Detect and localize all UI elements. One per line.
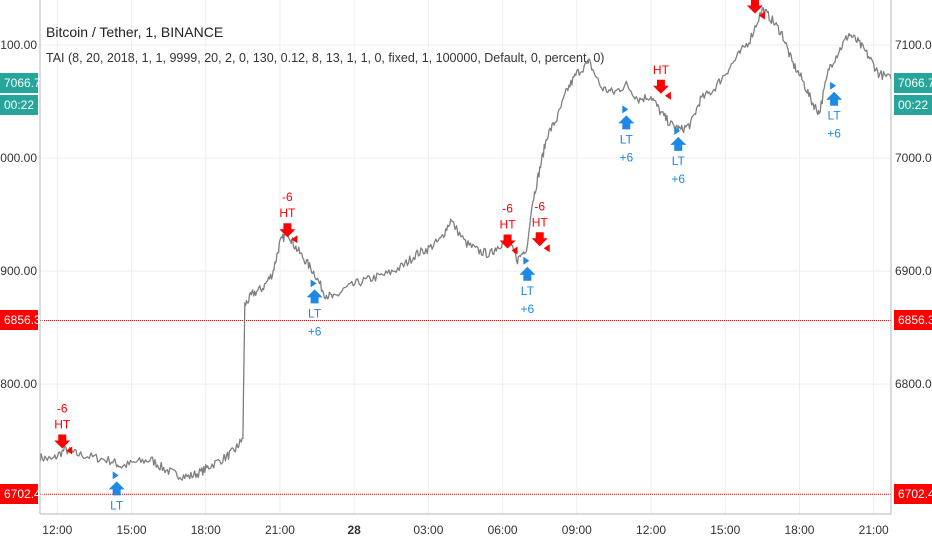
signal-value: -6 xyxy=(502,202,513,216)
signal-label: HT xyxy=(54,417,71,431)
signal-label: LT xyxy=(308,306,322,320)
indicator-legend[interactable]: TAI (8, 20, 2018, 1, 1, 9999, 20, 2, 0, … xyxy=(46,51,605,65)
signal-value: +6 xyxy=(308,324,322,338)
axis-layer: 6800.00 6800.00 6900.00 6900.00 7000.00 7000.… xyxy=(0,0,932,537)
signal-label: HT xyxy=(279,206,296,220)
high-top-signal: HT xyxy=(746,0,765,20)
right-countdown-badge: 00:22 xyxy=(894,94,932,115)
up-arrow-icon xyxy=(519,266,536,281)
low-top-signal: LT +6 xyxy=(670,126,687,186)
low-top-signal: LT +6 xyxy=(826,81,843,141)
left-triangle-icon xyxy=(291,235,298,244)
signal-value: +6 xyxy=(619,150,633,164)
x-tick-label: 15:00 xyxy=(117,523,147,537)
signals-layer: HT -6 LT HT -6 LT +6 HT -6 LT +6 HT -6 HT LT +6 LT +6 HT LT… xyxy=(54,0,843,512)
low-top-signal: LT +6 xyxy=(306,279,323,338)
left-triangle-icon xyxy=(66,446,73,455)
left-current-price-badge: 7066.73 xyxy=(0,72,47,93)
left-triangle-icon xyxy=(511,246,518,255)
x-tick-label: 09:00 xyxy=(562,523,592,537)
left-countdown-badge: 00:22 xyxy=(0,94,38,115)
down-arrow-icon xyxy=(499,234,516,249)
down-arrow-icon xyxy=(279,223,296,238)
down-arrow-icon xyxy=(531,232,548,247)
up-arrow-icon xyxy=(108,481,125,496)
signal-value: +6 xyxy=(671,172,685,186)
left-level-badge-1: 6856.34 xyxy=(0,310,47,331)
y-tick-label-right: 7100.00 xyxy=(895,38,932,52)
signal-label: LT xyxy=(672,154,686,168)
down-arrow-icon xyxy=(54,434,71,449)
right-level-badge-1: 6856.34 xyxy=(894,310,932,331)
right-triangle-icon xyxy=(310,279,317,288)
left-triangle-icon xyxy=(543,244,550,253)
up-arrow-icon xyxy=(306,289,323,304)
x-tick-label: 21:00 xyxy=(859,523,889,537)
signal-label: LT xyxy=(620,132,634,146)
y-tick-label-right: 6800.00 xyxy=(895,377,932,391)
x-tick-label: 06:00 xyxy=(488,523,518,537)
right-triangle-icon xyxy=(523,256,530,265)
x-tick-label: 12:00 xyxy=(42,523,72,537)
signal-label: LT xyxy=(828,109,842,123)
left-level-badge-2: 6702.44 xyxy=(0,484,47,505)
y-tick-label-left: 7000.00 xyxy=(0,151,37,165)
signal-label: HT xyxy=(653,63,670,77)
x-tick-label: 03:00 xyxy=(413,523,443,537)
high-top-signal: HT -6 xyxy=(499,202,518,255)
y-tick-label-left: 6800.00 xyxy=(0,377,37,391)
up-arrow-icon xyxy=(670,136,687,151)
signal-label: LT xyxy=(110,498,124,512)
high-top-signal: HT -6 xyxy=(531,199,550,253)
signal-value: +6 xyxy=(521,302,535,316)
right-triangle-icon xyxy=(830,81,837,90)
series-layer xyxy=(39,7,892,481)
y-tick-label-right: 6900.00 xyxy=(895,264,932,278)
y-tick-label-left: 6900.00 xyxy=(0,264,37,278)
right-triangle-icon xyxy=(622,105,629,114)
right-triangle-icon xyxy=(674,126,681,135)
x-tick-label: 21:00 xyxy=(265,523,295,537)
signal-label: LT xyxy=(521,284,535,298)
signal-value: -6 xyxy=(57,401,68,415)
high-top-signal: HT xyxy=(652,63,671,100)
right-triangle-icon xyxy=(112,471,119,480)
left-triangle-icon xyxy=(664,91,671,100)
right-level-badge-2: 6702.44 xyxy=(894,484,932,505)
signal-value: -6 xyxy=(534,199,545,213)
signal-value: +6 xyxy=(827,127,841,141)
down-arrow-icon xyxy=(746,0,763,14)
symbol-title[interactable]: Bitcoin / Tether, 1, BINANCE xyxy=(46,24,224,40)
x-tick-label: 18:00 xyxy=(191,523,221,537)
down-arrow-icon xyxy=(652,79,669,94)
left-triangle-icon xyxy=(758,11,765,20)
x-tick-label: 18:00 xyxy=(784,523,814,537)
x-tick-label: 15:00 xyxy=(710,523,740,537)
y-tick-label-left: 7100.00 xyxy=(0,38,37,52)
y-tick-label-right: 7000.00 xyxy=(895,151,932,165)
grid-layer xyxy=(40,0,891,514)
low-top-signal: LT +6 xyxy=(519,256,536,316)
signal-value: -6 xyxy=(282,190,293,204)
price-line xyxy=(39,7,892,481)
right-current-price-badge: 7066.73 xyxy=(894,72,932,93)
low-top-signal: LT xyxy=(108,471,125,512)
high-top-signal: HT -6 xyxy=(54,401,73,455)
up-arrow-icon xyxy=(618,115,635,130)
signal-label: HT xyxy=(500,218,517,232)
high-top-signal: HT -6 xyxy=(279,190,298,244)
signal-label: HT xyxy=(532,215,549,229)
x-tick-label: 12:00 xyxy=(636,523,666,537)
low-top-signal: LT +6 xyxy=(618,105,635,164)
horizontal-lines-layer xyxy=(40,319,891,495)
x-tick-label: 28 xyxy=(347,523,361,537)
up-arrow-icon xyxy=(826,91,843,106)
